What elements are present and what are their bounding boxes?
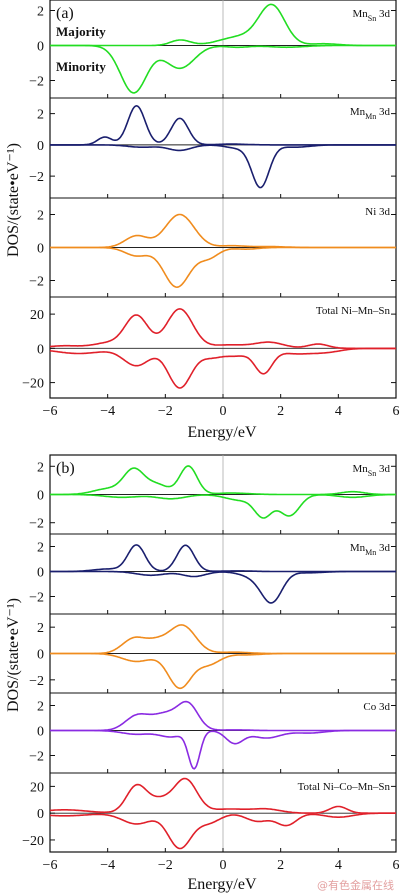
majority-curve-0-0 [50, 3, 396, 47]
x-axis-label-b: Energy/eV [187, 876, 256, 893]
y-tick-label-0-1-0: 0 [37, 139, 44, 154]
minority-curve-0-1 [50, 144, 396, 189]
y-tick-label-0-3-0: 0 [37, 342, 44, 357]
minority-curve-1-4 [50, 812, 396, 850]
minority-curve-0-2 [50, 246, 396, 289]
y-axis-label-a: DOS/(state•eV⁻¹) [5, 143, 22, 257]
y-tick-label-0-2-2: 2 [37, 209, 44, 224]
minority-curve-1-3 [50, 729, 396, 770]
panel-label-1-1: MnMn 3d [350, 542, 391, 557]
minority-curve-1-2 [50, 652, 396, 690]
panel-label-0-2: Ni 3d [365, 206, 390, 218]
majority-curve-1-4 [49, 777, 396, 814]
y-tick-label-1-1--2: −2 [29, 591, 44, 606]
x-tick-label-1-6: 6 [393, 858, 400, 873]
panel-label-0-0: MnSn 3d [353, 8, 391, 23]
y-tick-label-0-2--2: −2 [29, 275, 44, 290]
x-tick-label-0-4: 4 [335, 404, 342, 419]
y-tick-label-1-4-20: 20 [30, 780, 44, 795]
x-tick-label-0--4: −4 [100, 404, 115, 419]
y-tick-label-1-4--20: −20 [22, 834, 44, 849]
y-tick-label-1-1-0: 0 [37, 566, 44, 581]
y-tick-label-1-0--2: −2 [29, 517, 44, 532]
y-tick-label-1-3-0: 0 [37, 725, 44, 740]
x-tick-label-1-2: 2 [277, 858, 284, 873]
y-tick-label-1-1-2: 2 [37, 541, 44, 556]
panel-label-1-3: Co 3d [363, 701, 390, 713]
x-tick-label-0--2: −2 [158, 404, 173, 419]
y-tick-label-0-1-2: 2 [37, 108, 44, 123]
figure-label-0: (a) [56, 5, 74, 22]
y-tick-label-0-3-20: 20 [30, 308, 44, 323]
x-tick-label-1--6: −6 [43, 858, 58, 873]
x-tick-label-0--6: −6 [43, 404, 58, 419]
y-tick-label-1-2-0: 0 [37, 648, 44, 663]
y-tick-label-0-1--2: −2 [29, 170, 44, 185]
panel-label-0-1: MnMn 3d [350, 106, 391, 121]
y-tick-label-1-0-0: 0 [37, 489, 44, 504]
majority-curve-1-0 [50, 465, 396, 496]
panel-label-0-3: Total Ni–Mn–Sn [316, 305, 391, 317]
minority-label: Minority [56, 59, 106, 74]
y-tick-label-0-3--20: −20 [22, 377, 44, 392]
majority-curve-0-3 [49, 308, 396, 350]
minority-curve-0-3 [49, 347, 396, 389]
watermark-text: @有色金属在线 [317, 879, 394, 892]
x-axis-label-a: Energy/eV [187, 424, 256, 441]
y-tick-label-1-3-2: 2 [37, 700, 44, 715]
x-tick-label-0-6: 6 [393, 404, 400, 419]
y-axis-label-b: DOS/(state•eV⁻¹) [5, 598, 22, 712]
figure-label-1: (b) [56, 460, 75, 477]
x-tick-label-1-4: 4 [335, 858, 342, 873]
x-tick-label-1--2: −2 [158, 858, 173, 873]
panel-label-1-0: MnSn 3d [353, 463, 391, 478]
y-tick-label-1-3--2: −2 [29, 750, 44, 765]
minority-curve-1-0 [50, 493, 396, 519]
minority-curve-1-1 [50, 570, 396, 604]
y-tick-label-0-0-2: 2 [37, 5, 44, 20]
y-tick-label-0-2-0: 0 [37, 242, 44, 257]
x-tick-label-1-0: 0 [220, 858, 227, 873]
x-tick-label-1--4: −4 [100, 858, 115, 873]
y-tick-label-1-0-2: 2 [37, 460, 44, 475]
x-tick-label-0-0: 0 [220, 404, 227, 419]
y-tick-label-1-4-0: 0 [37, 807, 44, 822]
panel-label-1-4: Total Ni–Co–Mn–Sn [298, 781, 391, 793]
x-tick-label-0-2: 2 [277, 404, 284, 419]
y-tick-label-0-0--2: −2 [29, 75, 44, 90]
y-tick-label-1-2-2: 2 [37, 621, 44, 636]
majority-label: Majority [56, 24, 106, 39]
minority-curve-0-0 [50, 44, 396, 94]
y-tick-label-1-2--2: −2 [29, 674, 44, 689]
y-tick-label-0-0-0: 0 [37, 40, 44, 55]
